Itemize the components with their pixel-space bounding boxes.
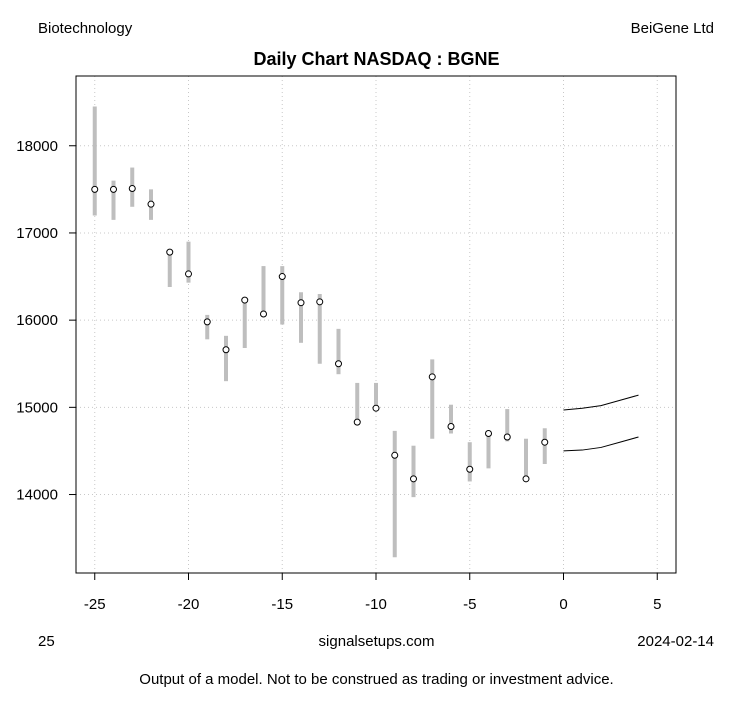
close-point: [222, 346, 230, 354]
x-tick-label: -25: [84, 596, 106, 613]
close-point: [91, 185, 99, 193]
y-tick-label: 18000: [16, 138, 58, 155]
footer-site: signalsetups.com: [318, 633, 435, 650]
x-tick-label: -20: [178, 596, 200, 613]
company-label: BeiGene Ltd: [630, 20, 714, 37]
close-point: [353, 418, 361, 426]
close-point: [278, 273, 286, 281]
close-point: [147, 200, 155, 208]
close-point: [391, 451, 399, 459]
close-point: [297, 299, 305, 307]
close-point: [335, 360, 342, 368]
close-point: [428, 373, 436, 381]
y-tick-label: 14000: [16, 487, 58, 504]
range-bars: [92, 106, 547, 558]
close-point: [166, 248, 174, 256]
close-point: [522, 475, 530, 483]
x-tick-label: 0: [559, 596, 567, 613]
close-point: [110, 185, 117, 193]
footer-date: 2024-02-14: [637, 633, 714, 650]
close-point: [185, 270, 192, 278]
chart-title: Daily Chart NASDAQ : BGNE: [253, 49, 500, 69]
footer-count: 25: [38, 633, 55, 650]
axes: -25 -20 -15 -10 -5 0 5 14000 15000 16000 17000 1800…: [16, 138, 661, 613]
close-points: [91, 184, 549, 483]
close-point: [447, 423, 455, 431]
close-point: [541, 438, 549, 446]
grid-lines: [76, 76, 676, 573]
close-point: [316, 298, 324, 306]
x-tick-label: -5: [463, 596, 476, 613]
y-tick-label: 16000: [16, 312, 58, 329]
y-tick-label: 15000: [16, 399, 58, 416]
x-tick-label: -15: [271, 596, 293, 613]
close-point: [466, 465, 474, 473]
close-point: [410, 475, 417, 483]
close-point: [260, 310, 267, 318]
close-point: [241, 296, 249, 304]
close-point: [485, 429, 492, 437]
x-tick-label: -10: [365, 596, 387, 613]
y-tick-label: 17000: [16, 225, 58, 242]
forecast-band: [563, 394, 639, 452]
forecast-lower: [563, 436, 639, 452]
close-point: [128, 184, 136, 192]
sector-label: Biotechnology: [38, 20, 133, 37]
x-tick-label: 5: [653, 596, 661, 613]
disclaimer: Output of a model. Not to be construed a…: [139, 671, 614, 688]
forecast-upper: [563, 394, 639, 411]
close-point: [203, 318, 211, 326]
close-point: [503, 433, 511, 441]
close-point: [372, 404, 380, 412]
